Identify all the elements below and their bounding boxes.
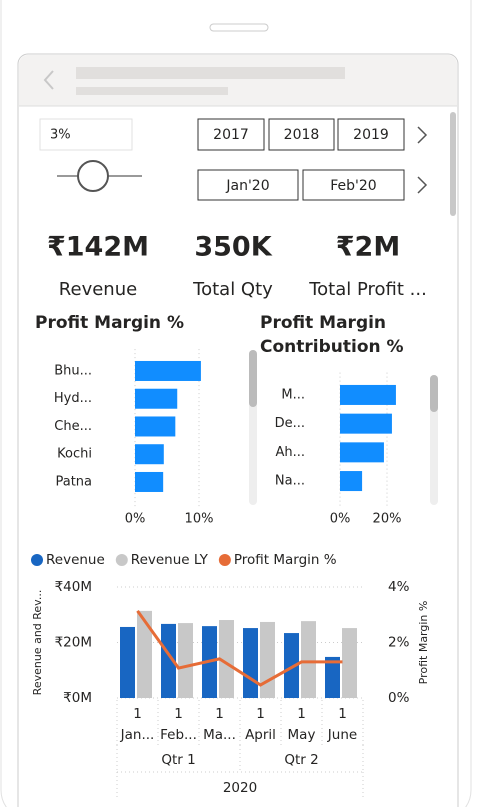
x-tick-label: 10% (185, 512, 214, 527)
bar[interactable] (135, 471, 164, 492)
input-box[interactable] (39, 118, 133, 151)
y-tick-label: Che... (54, 419, 92, 434)
y2-tick-label: 4% (388, 579, 410, 595)
title-placeholder (76, 67, 345, 79)
next-month[interactable] (417, 176, 428, 194)
y-tick-label: ₹0M (63, 690, 92, 706)
line (136, 609, 343, 687)
chart-title: Profit Margin % (35, 313, 184, 333)
bar[interactable] (342, 628, 357, 698)
bar[interactable] (340, 384, 396, 405)
x-day-label: 1 (133, 706, 142, 722)
subtitle-placeholder (76, 87, 228, 95)
kpi-value: 350K (194, 232, 272, 263)
y2-tick-label: 0% (388, 690, 410, 706)
year-button[interactable] (197, 118, 265, 151)
back-button[interactable] (43, 70, 54, 90)
legend-marker (115, 554, 128, 566)
y-tick-label: Bhu... (54, 363, 92, 378)
month-button[interactable] (197, 169, 299, 201)
y-tick-label: Ah... (275, 445, 305, 460)
header (19, 55, 457, 106)
legend-marker (31, 554, 43, 566)
year-button[interactable] (337, 118, 405, 151)
bar[interactable] (137, 610, 152, 698)
x-quarter-label: Qtr 2 (284, 752, 318, 768)
handle (209, 23, 269, 32)
input-value: 3% (50, 128, 71, 143)
bar[interactable] (260, 621, 275, 698)
y2-axis-title: Profit Margin % (417, 601, 430, 685)
x-tick-label: 0% (125, 512, 146, 527)
x-tick-label: Ma... (203, 727, 236, 743)
chart-title: Profit Margin Contribution % (260, 313, 404, 357)
y-tick-label: Hyd... (54, 391, 92, 406)
y-tick-label: ₹40M (55, 579, 92, 595)
kpi-label: Revenue (59, 279, 137, 300)
year-label: 2019 (353, 127, 389, 143)
bar[interactable] (325, 656, 340, 698)
kpi-value: ₹2M (336, 232, 400, 263)
legend-label: Profit Margin % (234, 552, 337, 568)
bar[interactable] (340, 413, 392, 434)
slider-handle[interactable] (77, 160, 109, 192)
x-quarter-label: Qtr 1 (161, 752, 195, 768)
bar[interactable] (135, 360, 201, 381)
year-button[interactable] (268, 118, 335, 151)
y-axis-title: Revenue and Rev... (31, 590, 44, 696)
bar[interactable] (340, 442, 384, 463)
y-tick-label: ₹20M (55, 635, 92, 651)
month-label: Jan'20 (225, 178, 269, 194)
bar[interactable] (340, 471, 363, 492)
y-tick-label: Kochi (57, 447, 92, 462)
year-label: 2018 (284, 127, 320, 143)
x-tick-label: 20% (373, 512, 402, 527)
x-day-label: 1 (338, 706, 347, 722)
y-tick-label: Patna (55, 474, 92, 489)
scrollbar-thumb[interactable] (430, 375, 438, 412)
kpi-label: Total Qty (192, 279, 273, 300)
x-tick-label: May (288, 727, 316, 743)
legend-marker (218, 554, 231, 566)
x-tick-label: Feb... (160, 727, 197, 743)
x-tick-label: Jan... (120, 727, 155, 743)
year-label: 2017 (213, 127, 249, 143)
legend-label: Revenue LY (131, 552, 209, 568)
x-tick-label: June (327, 727, 357, 743)
kpi-label: Total Profit ... (308, 279, 427, 300)
x-year-label: 2020 (223, 780, 257, 796)
bar[interactable] (243, 628, 258, 698)
y2-tick-label: 2% (388, 635, 410, 651)
bar[interactable] (135, 444, 164, 465)
bar[interactable] (301, 621, 316, 698)
x-tick-label: April (245, 727, 276, 743)
bar[interactable] (135, 416, 176, 437)
scrollbar-thumb[interactable] (249, 350, 257, 407)
bar[interactable] (120, 626, 135, 698)
bar[interactable] (135, 388, 178, 409)
x-tick-label: 0% (330, 512, 351, 527)
y-tick-label: De... (275, 416, 305, 431)
x-day-label: 1 (174, 706, 183, 722)
report-card (17, 53, 459, 807)
kpi-value: ₹142M (47, 232, 149, 263)
next-year[interactable] (417, 126, 428, 144)
month-button[interactable] (302, 169, 405, 201)
y-tick-label: M... (281, 387, 305, 402)
legend-label: Revenue (46, 552, 105, 568)
bar[interactable] (178, 623, 193, 698)
scrollbar[interactable] (450, 112, 456, 216)
y-tick-label: Na... (275, 474, 305, 489)
month-label: Feb'20 (330, 178, 376, 194)
bar[interactable] (219, 620, 234, 698)
x-day-label: 1 (256, 706, 265, 722)
bar[interactable] (284, 633, 299, 698)
bar[interactable] (161, 623, 176, 698)
x-day-label: 1 (297, 706, 306, 722)
x-day-label: 1 (215, 706, 224, 722)
